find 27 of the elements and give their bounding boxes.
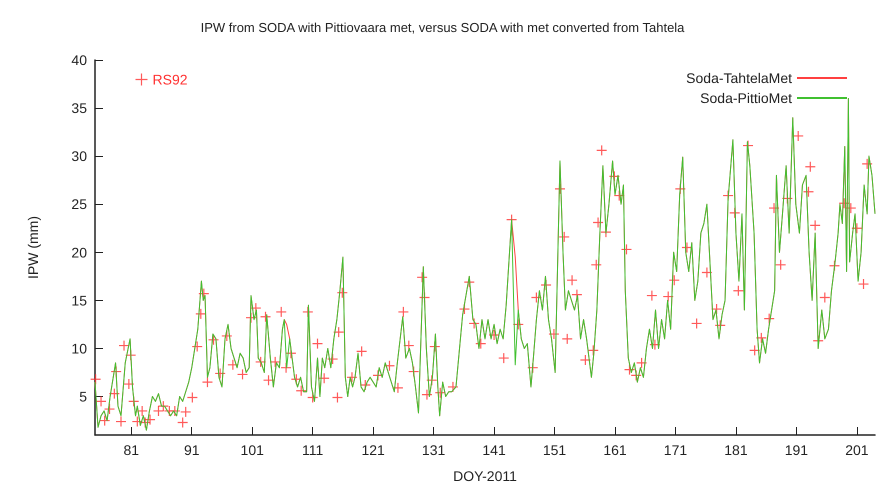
y-tick-label: 25 bbox=[71, 196, 88, 212]
x-tick-label: 201 bbox=[845, 442, 869, 458]
y-tick-label: 15 bbox=[71, 292, 88, 308]
y-tick-label: 10 bbox=[71, 340, 88, 356]
x-tick-label: 181 bbox=[724, 442, 748, 458]
x-tick-label: 161 bbox=[603, 442, 627, 458]
x-tick-label: 91 bbox=[184, 442, 200, 458]
text: RS92 bbox=[152, 72, 188, 88]
legend-label: Soda-PittioMet bbox=[700, 90, 792, 106]
x-tick-label: 121 bbox=[361, 442, 386, 458]
x-tick-label: 171 bbox=[664, 442, 688, 458]
x-axis-title: DOY-2011 bbox=[453, 468, 518, 484]
y-tick-label: 40 bbox=[71, 52, 88, 68]
y-tick-label: 30 bbox=[71, 148, 88, 164]
y-axis-title: IPW (mm) bbox=[25, 216, 41, 279]
legend-label: Soda-TahtelaMet bbox=[686, 70, 792, 86]
x-tick-label: 131 bbox=[422, 442, 446, 458]
x-tick-label: 141 bbox=[482, 442, 506, 458]
y-tick-label: 5 bbox=[79, 388, 88, 405]
x-tick-label: 191 bbox=[784, 442, 808, 458]
y-tick-label: 20 bbox=[71, 244, 88, 260]
x-tick-label: 151 bbox=[542, 442, 566, 458]
x-tick-label: 81 bbox=[123, 442, 140, 458]
y-tick-label: 35 bbox=[71, 100, 88, 116]
x-tick-label: 101 bbox=[240, 442, 264, 458]
x-tick-label: 111 bbox=[302, 442, 324, 458]
chart-title: IPW from SODA with Pittiovaara met, versus SODA with met converted from Tahtela bbox=[200, 20, 686, 35]
